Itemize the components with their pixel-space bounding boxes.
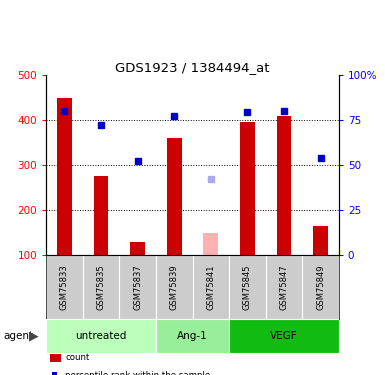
Bar [46, 319, 156, 352]
Text: count: count [65, 353, 90, 362]
Text: GSM75847: GSM75847 [280, 264, 288, 310]
Text: VEGF: VEGF [270, 331, 298, 340]
Bar [313, 226, 328, 255]
Bar [276, 116, 291, 255]
Bar [167, 138, 181, 255]
Bar [192, 255, 229, 319]
Text: Ang-1: Ang-1 [177, 331, 208, 340]
Bar [119, 255, 156, 319]
Text: GSM75845: GSM75845 [243, 264, 252, 310]
Bar [156, 255, 192, 319]
Bar [46, 255, 83, 319]
Bar [302, 255, 339, 319]
Bar [130, 242, 145, 255]
Text: percentile rank within the sample: percentile rank within the sample [65, 370, 211, 375]
Bar [57, 98, 72, 255]
Bar [266, 255, 302, 319]
Bar [94, 176, 109, 255]
Text: GSM75833: GSM75833 [60, 264, 69, 310]
Text: GSM75837: GSM75837 [133, 264, 142, 310]
Text: ▶: ▶ [29, 329, 38, 342]
Bar [83, 255, 119, 319]
Bar [204, 233, 218, 255]
Bar [229, 319, 339, 352]
Bar [229, 255, 266, 319]
Text: GSM75835: GSM75835 [97, 264, 105, 310]
Title: GDS1923 / 1384494_at: GDS1923 / 1384494_at [115, 61, 270, 74]
Text: GSM75841: GSM75841 [206, 264, 215, 310]
Bar [156, 319, 229, 352]
Text: agent: agent [4, 331, 34, 340]
Text: GSM75839: GSM75839 [170, 264, 179, 310]
Bar [240, 122, 255, 255]
Text: untreated: untreated [75, 331, 127, 340]
Text: GSM75849: GSM75849 [316, 264, 325, 310]
